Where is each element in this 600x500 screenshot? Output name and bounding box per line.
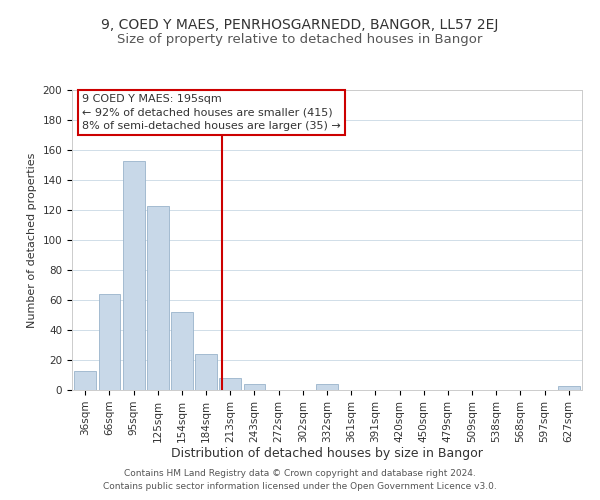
Text: Contains public sector information licensed under the Open Government Licence v3: Contains public sector information licen…: [103, 482, 497, 491]
Bar: [98, 294, 121, 390]
Bar: [244, 384, 265, 390]
Text: 9 COED Y MAES: 195sqm
← 92% of detached houses are smaller (415)
8% of semi-deta: 9 COED Y MAES: 195sqm ← 92% of detached …: [82, 94, 341, 131]
Text: Contains HM Land Registry data © Crown copyright and database right 2024.: Contains HM Land Registry data © Crown c…: [124, 468, 476, 477]
Bar: [171, 312, 193, 390]
Bar: [74, 370, 96, 390]
Text: 9, COED Y MAES, PENRHOSGARNEDD, BANGOR, LL57 2EJ: 9, COED Y MAES, PENRHOSGARNEDD, BANGOR, …: [101, 18, 499, 32]
Bar: [147, 206, 169, 390]
X-axis label: Distribution of detached houses by size in Bangor: Distribution of detached houses by size …: [171, 448, 483, 460]
Bar: [123, 160, 145, 390]
Y-axis label: Number of detached properties: Number of detached properties: [27, 152, 37, 328]
Bar: [558, 386, 580, 390]
Bar: [316, 384, 338, 390]
Bar: [220, 378, 241, 390]
Text: Size of property relative to detached houses in Bangor: Size of property relative to detached ho…: [118, 32, 482, 46]
Bar: [195, 354, 217, 390]
